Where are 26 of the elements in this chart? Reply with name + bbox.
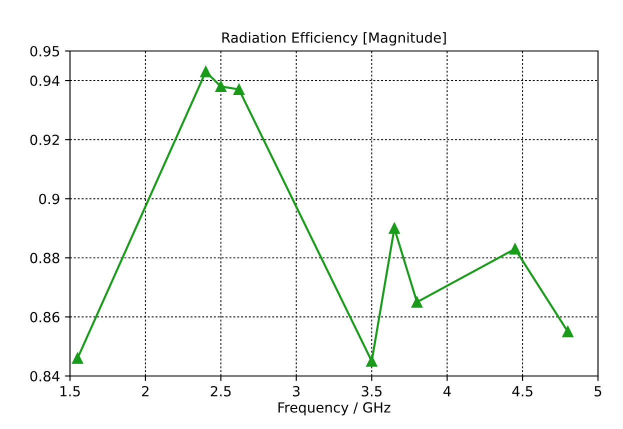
x-tick-label: 4 (443, 386, 451, 396)
point (72, 352, 84, 364)
point (562, 326, 574, 338)
point (509, 243, 521, 255)
point (388, 222, 400, 234)
chart-title: Radiation Efficiency [Magnitude] (222, 32, 446, 46)
point (215, 80, 226, 92)
x-tick-label: 2 (142, 386, 148, 396)
x-tick-label: 2.5 (210, 386, 231, 396)
y-tick-label: 0.92 (30, 134, 59, 146)
y-tick-label: 0.84 (30, 370, 60, 382)
point (200, 66, 212, 78)
point (366, 356, 378, 367)
x-tick-label: 3 (292, 386, 300, 396)
x-axis-title: Frequency / GHz (278, 402, 390, 416)
point (233, 84, 245, 95)
y-tick-label: 0.88 (30, 252, 60, 264)
y-tick-label: 0.86 (30, 312, 60, 322)
point (411, 296, 423, 308)
x-tick-label: 4.5 (512, 386, 532, 396)
x-tick-label: 5 (594, 386, 602, 396)
y-tick-label: 0.94 (30, 76, 60, 86)
x-tick-label: 3.5 (362, 386, 382, 396)
y-tick-label: 0.9 (39, 194, 60, 204)
y-tick-label: 0.95 (30, 46, 60, 56)
x-tick-label: 1.5 (60, 386, 80, 396)
